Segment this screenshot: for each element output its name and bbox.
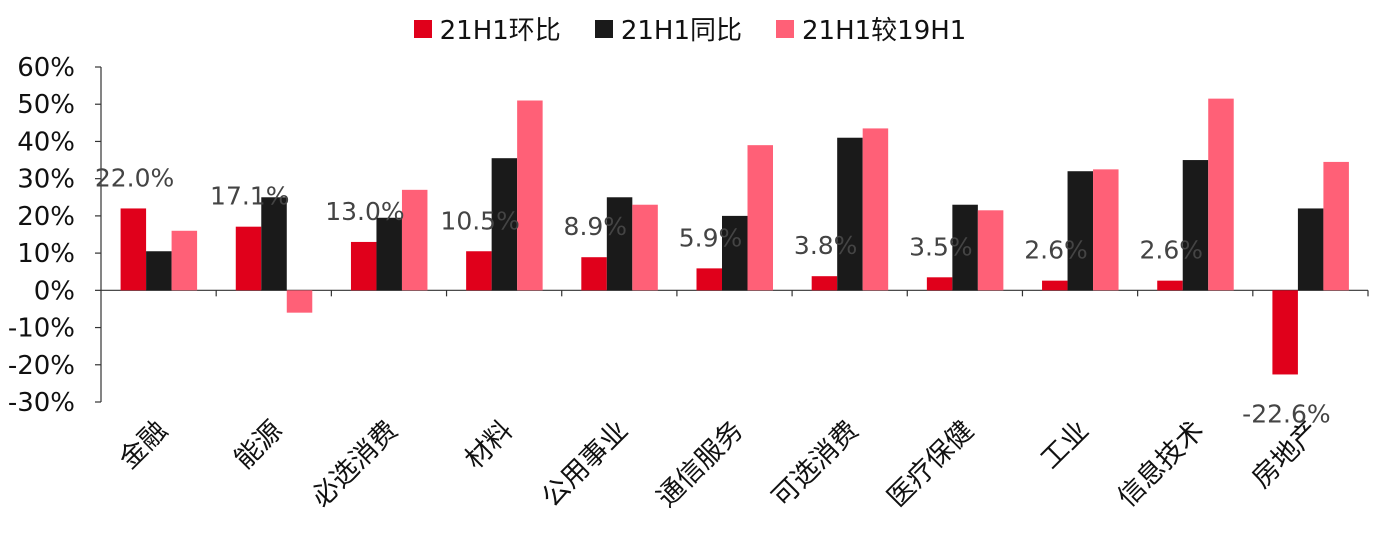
bar-0-2: [350, 241, 377, 291]
bar-0-3: [466, 251, 492, 291]
data-label: 2.6%: [1024, 236, 1088, 265]
y-tick-label: -30%: [8, 388, 75, 418]
bar-2-0: [171, 230, 198, 291]
bar-1-8: [1067, 171, 1094, 291]
y-tick-label: -20%: [8, 351, 75, 381]
bar-0-9: [1157, 280, 1183, 291]
category-label: 公用事业: [536, 415, 634, 513]
bar-2-7: [977, 210, 1004, 291]
y-tick-label: 30%: [17, 165, 75, 195]
category-label: 可选消费: [766, 415, 864, 513]
bar-2-1: [286, 290, 313, 313]
bar-1-4: [606, 197, 633, 291]
bar-0-10: [1272, 290, 1298, 375]
category-label: 材料: [459, 415, 519, 475]
category-label: 医疗保健: [882, 415, 980, 513]
bar-1-1: [261, 197, 287, 291]
data-label: 10.5%: [440, 206, 519, 235]
legend-label-yoy: 21H1同比: [620, 16, 742, 46]
bar-2-5: [747, 145, 773, 291]
bar-2-10: [1323, 161, 1349, 291]
data-label: -22.6%: [1242, 399, 1330, 428]
data-label: 22.0%: [95, 163, 174, 192]
category-label: 能源: [229, 415, 289, 475]
bar-0-6: [811, 276, 838, 291]
y-tick-label: -10%: [8, 314, 75, 344]
bar-1-2: [376, 217, 402, 291]
bar-2-4: [632, 204, 658, 291]
bar-1-3: [491, 158, 518, 291]
legend-item-yoy: 21H1同比: [594, 10, 742, 47]
bar-0-1: [235, 226, 262, 291]
data-label: 8.9%: [564, 212, 628, 241]
bar-0-7: [926, 277, 953, 291]
legend-item-vs19: 21H1较19H1: [776, 10, 966, 47]
category-label: 信息技术: [1112, 415, 1210, 513]
data-label: 3.5%: [909, 232, 973, 261]
legend-swatch-yoy: [594, 19, 613, 38]
legend-swatch-mom: [413, 19, 432, 38]
bar-2-8: [1093, 169, 1119, 291]
y-tick-label: 60%: [17, 53, 75, 83]
bar-2-6: [862, 128, 889, 291]
data-label: 13.0%: [325, 197, 404, 226]
data-label: 2.6%: [1139, 236, 1203, 265]
data-label: 5.9%: [679, 223, 743, 252]
bar-2-2: [401, 189, 428, 291]
bar-1-7: [952, 204, 978, 291]
bar-1-6: [837, 137, 863, 291]
category-label: 金融: [113, 415, 173, 475]
y-tick-label: 20%: [17, 202, 75, 232]
bar-1-9: [1182, 160, 1209, 291]
bar-0-8: [1042, 280, 1068, 291]
bar-0-4: [581, 257, 607, 291]
data-label: 3.8%: [794, 231, 858, 260]
category-label: 通信服务: [651, 415, 749, 513]
legend-item-mom: 21H1环比: [413, 10, 561, 47]
legend-label-vs19: 21H1较19H1: [802, 16, 967, 46]
y-tick-label: 50%: [17, 90, 75, 120]
y-tick-label: 40%: [17, 127, 75, 157]
chart-legend: 21H1环比 21H1同比 21H1较19H1: [0, 10, 1380, 47]
bar-2-3: [517, 100, 543, 291]
bar-2-9: [1208, 98, 1234, 291]
category-label: 工业: [1035, 415, 1095, 475]
bar-1-5: [722, 215, 748, 291]
legend-label-mom: 21H1环比: [439, 16, 561, 46]
category-label: 必选消费: [306, 415, 404, 513]
data-label: 17.1%: [210, 182, 289, 211]
bar-0-0: [120, 208, 147, 291]
bar-0-5: [696, 268, 722, 291]
bar-1-10: [1297, 208, 1324, 291]
y-tick-label: 10%: [17, 239, 75, 269]
legend-swatch-vs19: [776, 19, 794, 38]
y-tick-label: 0%: [34, 276, 75, 306]
bar-1-0: [146, 251, 172, 291]
